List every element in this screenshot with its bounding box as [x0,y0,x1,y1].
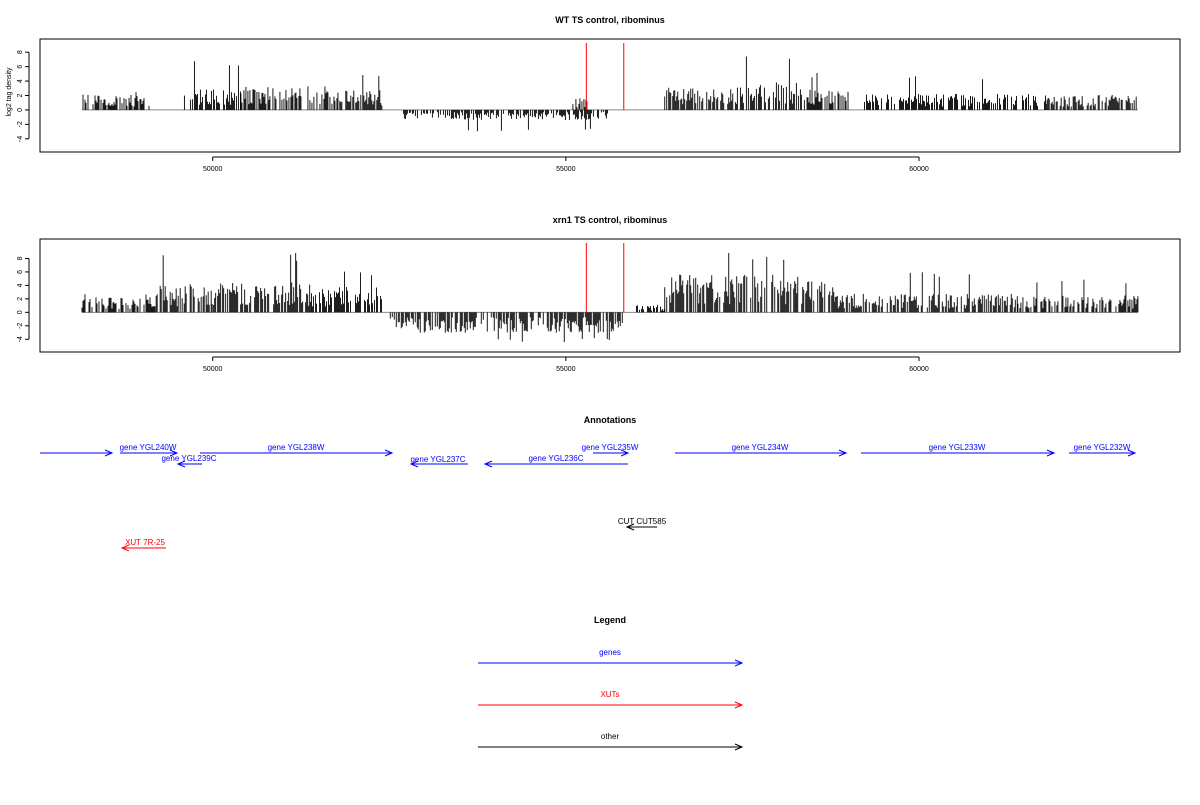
panel-title: xrn1 TS control, ribominus [553,215,668,225]
gene-ygl233w: gene YGL233W [861,443,1056,457]
panel-wt: WT TS control, ribominus log2 tag densit… [6,15,1181,173]
feature-label: gene YGL233W [929,443,986,452]
panel-xrn1: xrn1 TS control, ribominus -4 -2 0 2 4 6 8 500… [17,215,1181,373]
feature-label: CUT CUT585 [618,517,667,526]
y-tick-label: 8 [17,256,24,260]
arrow-head [409,460,419,468]
y-axis-label: log2 tag density [6,67,13,117]
gene-ygl235w: gene YGL235W [582,443,639,457]
y-tick-label: -2 [17,323,24,329]
plot-frame [39,238,1181,353]
gene-ygl239c: gene YGL239C [161,454,217,468]
x-axis: 50000 55000 60000 [203,356,929,373]
y-tick-label: 6 [17,65,24,69]
legend-item-other: other [478,732,744,751]
x-tick-label: 60000 [909,166,929,173]
feature-label: gene YGL237C [410,455,465,464]
arrow-head [734,659,744,667]
gene-ygl232w: gene YGL232W [1069,443,1137,457]
density-bars [82,56,1138,132]
arrow-head [169,449,179,457]
gene-ygl238w: gene YGL238W [200,443,394,457]
legend-label: other [601,732,620,741]
y-tick-label: 6 [17,270,24,274]
gene-ygl240w: gene YGL240W [40,443,179,457]
y-tick-label: -4 [17,336,24,342]
gene-ygl236c: gene YGL236C [483,454,628,468]
legend: Legend genes XUTs other [478,615,744,751]
y-tick-label: 4 [17,283,24,287]
y-tick-label: 8 [17,50,24,54]
y-tick-label: 4 [17,79,24,83]
legend-item-xuts: XUTs [478,690,744,709]
arrow-head [620,449,630,457]
annotations-track: Annotations gene YGL240W gene YGL239C ge… [40,415,1137,552]
x-tick-label: 50000 [203,166,223,173]
y-tick-label: -2 [17,121,24,127]
arrow-head [384,449,394,457]
arrow-head [1127,449,1137,457]
plot-frame [39,38,1181,153]
feature-label: gene YGL234W [732,443,789,452]
y-tick-label: 0 [17,310,24,314]
feature-label: gene YGL235W [582,443,639,452]
arrow-head [734,701,744,709]
x-tick-label: 50000 [203,366,223,373]
arrow-head [176,460,186,468]
legend-label: genes [599,648,621,657]
feature-label: gene YGL236C [528,454,583,463]
annotations-title: Annotations [584,415,637,425]
feature-label: gene YGL238W [268,443,325,452]
arrow-head [1046,449,1056,457]
feature-label: gene YGL232W [1074,443,1131,452]
gene-ygl237c: gene YGL237C [409,455,468,468]
x-tick-label: 55000 [556,366,576,373]
density-bars [81,253,1139,343]
feature-label: XUT 7R-25 [125,538,165,547]
x-axis: 50000 55000 60000 [203,156,929,173]
boundary-markers [585,243,625,313]
boundary-markers [585,43,625,110]
x-tick-label: 55000 [556,166,576,173]
gene-ygl234w: gene YGL234W [675,443,848,457]
arrow-head [120,544,130,552]
y-tick-label: 2 [17,297,24,301]
y-tick-label: 2 [17,93,24,97]
arrow-head [483,460,493,468]
arrow-head [838,449,848,457]
cut-cut585: CUT CUT585 [618,517,667,531]
y-tick-label: 0 [17,108,24,112]
y-axis: -4 -2 0 2 4 6 8 [17,50,30,142]
feature-label: gene YGL240W [120,443,177,452]
xut-7r-25: XUT 7R-25 [120,538,166,552]
legend-label: XUTs [600,690,619,699]
arrow-head [625,523,635,531]
arrow-head [104,449,114,457]
legend-item-genes: genes [478,648,744,667]
panel-title: WT TS control, ribominus [555,15,665,25]
y-axis: -4 -2 0 2 4 6 8 [17,256,30,342]
feature-label: gene YGL239C [161,454,216,463]
x-tick-label: 60000 [909,366,929,373]
legend-title: Legend [594,615,626,625]
arrow-head [734,743,744,751]
y-tick-label: -4 [17,136,24,142]
